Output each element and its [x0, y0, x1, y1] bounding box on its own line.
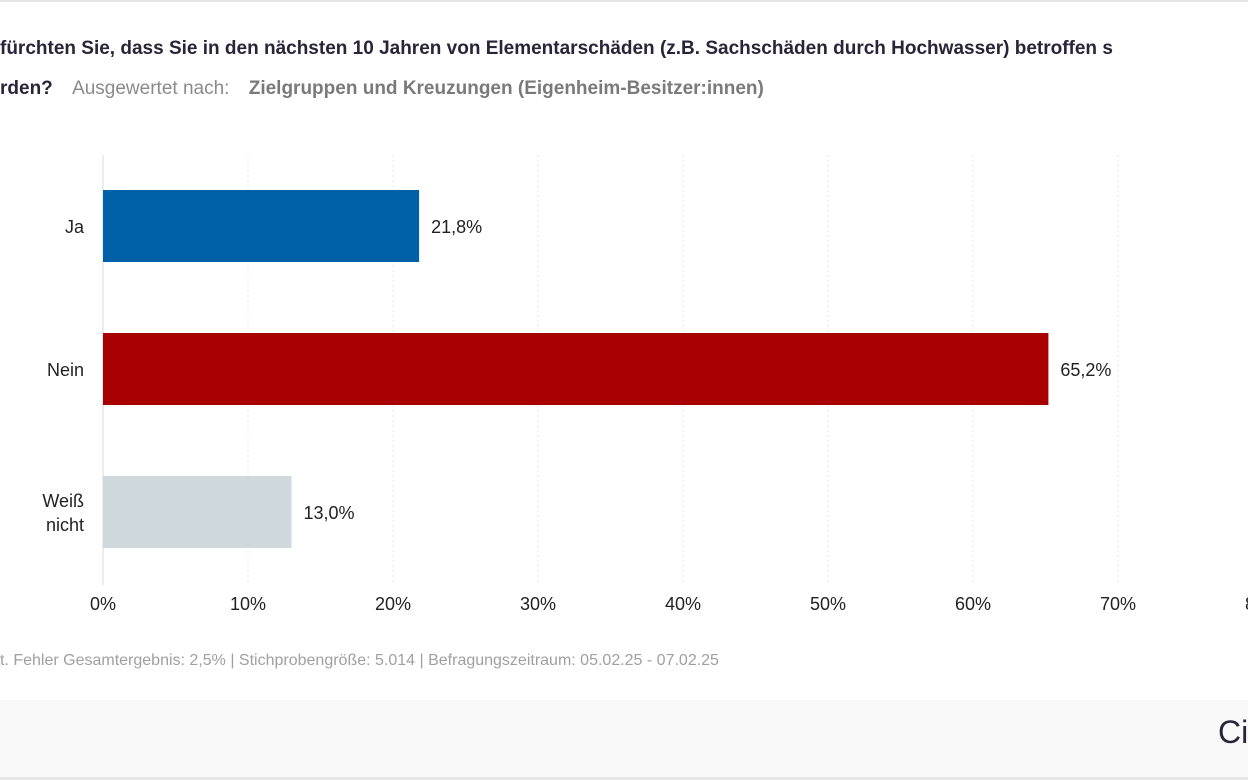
category-label: Weiß — [42, 491, 84, 511]
x-tick-label: 0% — [90, 594, 116, 614]
evaluated-by-label: Ausgewertet nach: — [72, 78, 230, 99]
data-label: 65,2% — [1060, 360, 1111, 380]
question-title: fürchten Sie, dass Sie in den nächsten 1… — [0, 38, 1113, 59]
data-label: 21,8% — [431, 217, 482, 237]
x-tick-label: 80% — [1245, 594, 1248, 614]
x-tick-label: 30% — [520, 594, 556, 614]
footer-note: t. Fehler Gesamtergebnis: 2,5% | Stichpr… — [0, 652, 719, 669]
bar-2 — [103, 476, 292, 548]
top-border — [0, 0, 1248, 2]
x-tick-label: 60% — [955, 594, 991, 614]
x-tick-label: 70% — [1100, 594, 1136, 614]
evaluated-by-value[interactable]: Zielgruppen und Kreuzungen (Eigenheim-Be… — [248, 78, 764, 99]
bar-chart: 0% 10% 20% 30% 40% 50% 60% 70% 80% 21,8% Ja 65,2% Ne… — [42, 155, 1248, 614]
x-tick-label: 40% — [665, 594, 701, 614]
x-tick-label: 20% — [375, 594, 411, 614]
data-label: 13,0% — [304, 503, 355, 523]
category-label: Nein — [47, 360, 84, 380]
footer-bar — [0, 700, 1248, 778]
bar-0 — [103, 190, 420, 262]
category-label: Ja — [65, 217, 85, 237]
brand-logo: Ci — [1218, 714, 1248, 750]
bar-1 — [103, 333, 1049, 405]
x-tick-label: 10% — [230, 594, 266, 614]
x-tick-label: 50% — [810, 594, 846, 614]
category-label: nicht — [46, 515, 84, 535]
bottom-border — [0, 777, 1248, 780]
question-subline: rden? Ausgewertet nach: Zielgruppen und … — [0, 78, 764, 100]
question-title-end: rden? — [0, 78, 53, 99]
